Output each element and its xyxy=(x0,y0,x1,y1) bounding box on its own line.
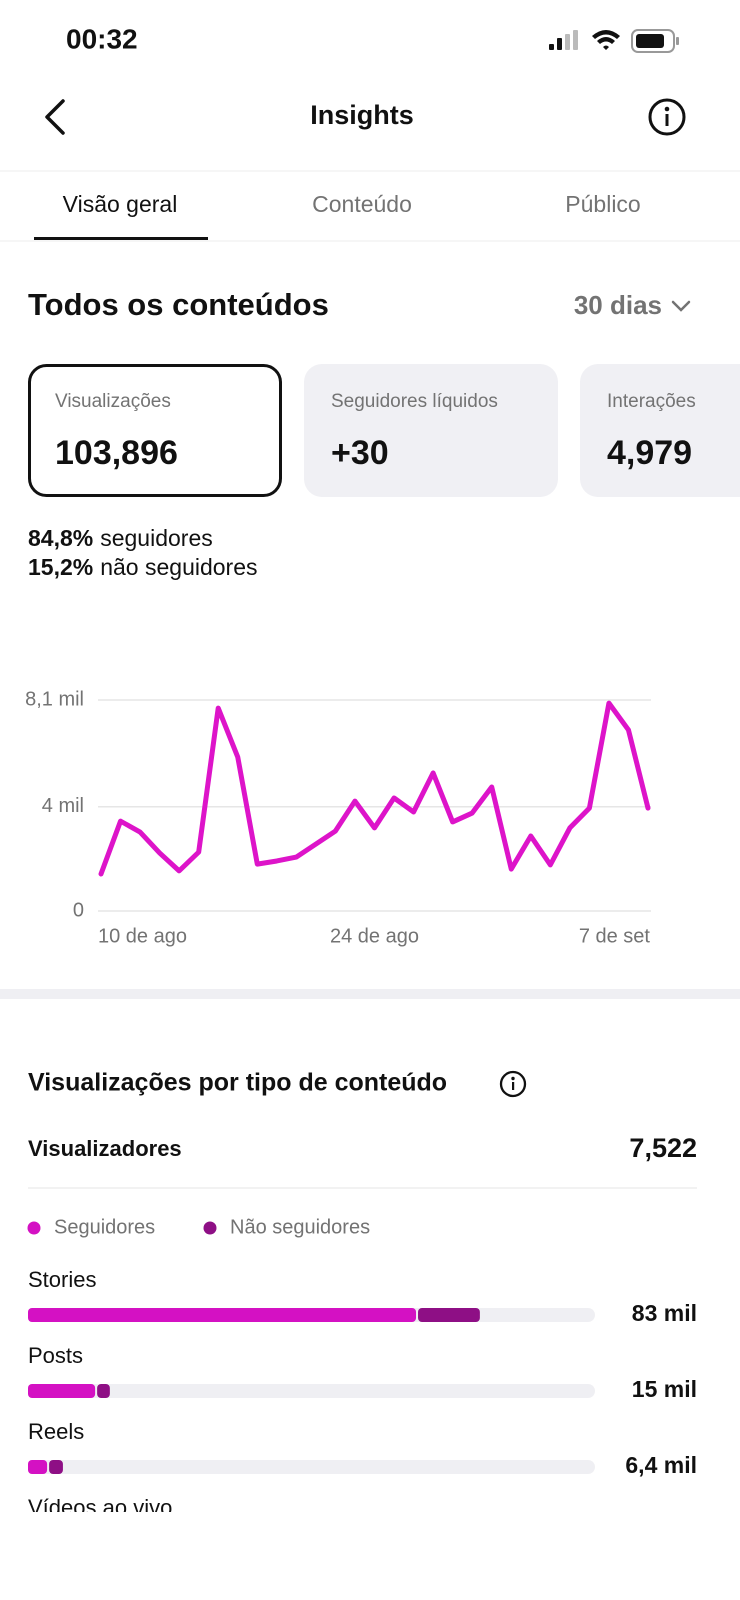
bar-track xyxy=(28,1460,595,1474)
legend-marker xyxy=(203,1221,217,1235)
card-label: Visualizações xyxy=(55,391,171,412)
y-tick-label: 8,1 mil xyxy=(25,688,84,710)
metric-card[interactable]: Seguidores líquidos +30 xyxy=(304,364,558,497)
metric-card[interactable]: Interações 4,979 xyxy=(580,364,740,497)
legend-label: Não seguidores xyxy=(230,1216,370,1238)
bar-total: 83 mil xyxy=(632,1300,697,1326)
legend-marker xyxy=(27,1221,41,1235)
x-tick-label: 10 de ago xyxy=(98,925,187,947)
bar-track xyxy=(28,1384,595,1398)
bar-segment xyxy=(28,1308,417,1322)
info-button[interactable] xyxy=(499,1070,527,1098)
bar-segment xyxy=(28,1384,96,1398)
section-title: Visualizações por tipo de conteúdo xyxy=(28,1069,447,1097)
status-icons xyxy=(549,29,679,53)
breakdown-row: 84,8% seguidores xyxy=(28,525,213,551)
bar-total: 6,4 mil xyxy=(625,1452,697,1478)
line-chart: 0 4 mil 8,1 mil 10 de ago 24 de ago 7 de set xyxy=(25,688,651,947)
bottom-fade xyxy=(0,1512,740,1600)
share-label: seguidores xyxy=(100,525,213,551)
section-separator xyxy=(0,989,740,999)
bar-segment xyxy=(28,1460,48,1474)
bar-segment xyxy=(49,1460,63,1474)
y-tick-label: 0 xyxy=(73,899,84,921)
x-tick-label: 7 de set xyxy=(579,925,651,947)
x-tick-label: 24 de ago xyxy=(330,925,419,947)
period: 30 dias xyxy=(574,290,662,320)
viewers-label: Visualizadores xyxy=(28,1136,182,1161)
header-title: Insights xyxy=(310,100,414,130)
card-value: 103,896 xyxy=(55,434,178,472)
card-label: Interações xyxy=(607,391,696,412)
viewers-value: 7,522 xyxy=(629,1133,697,1163)
tab[interactable]: Público xyxy=(565,191,640,217)
line-series xyxy=(98,700,651,877)
bar-total: 15 mil xyxy=(632,1376,697,1402)
category-label: Stories xyxy=(28,1267,96,1292)
share: 15,2% xyxy=(28,554,93,580)
info-button[interactable] xyxy=(648,98,686,136)
y-tick-label: 4 mil xyxy=(42,795,84,817)
bar-segment xyxy=(418,1308,480,1322)
status-time: 00:32 xyxy=(66,23,138,54)
section-title: Todos os conteúdos xyxy=(28,287,329,322)
card-value: 4,979 xyxy=(607,434,692,472)
tab[interactable]: Visão geral xyxy=(63,191,178,217)
card-label: Seguidores líquidos xyxy=(331,391,498,412)
tab-indicator xyxy=(34,237,208,240)
card-value: +30 xyxy=(331,434,389,472)
bar-chart: Seguidores Não seguidores Stories 83 mil Pos… xyxy=(27,1216,697,1520)
period-selector[interactable]: 30 dias xyxy=(574,290,691,320)
metric-card[interactable]: Visualizações 103,896 xyxy=(28,364,282,497)
category-label: Posts xyxy=(28,1343,83,1368)
breakdown-row: 15,2% não seguidores xyxy=(28,554,258,580)
bar-segment xyxy=(97,1384,110,1398)
share-label: não seguidores xyxy=(100,554,257,580)
tab[interactable]: Conteúdo xyxy=(312,191,412,217)
share: 84,8% xyxy=(28,525,93,551)
legend-label: Seguidores xyxy=(54,1216,155,1238)
category-label: Reels xyxy=(28,1419,84,1444)
back-button[interactable] xyxy=(45,99,65,135)
